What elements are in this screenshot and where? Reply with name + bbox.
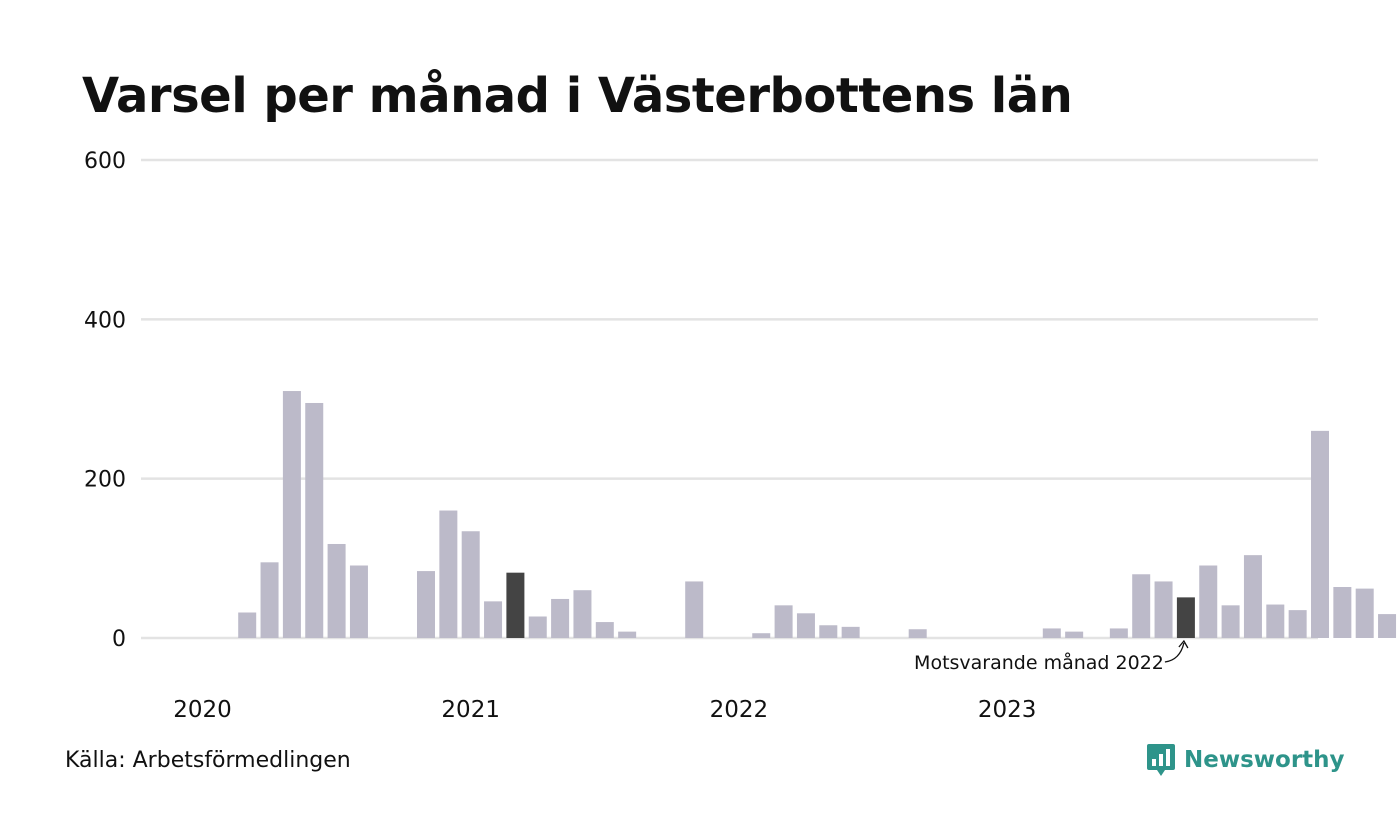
- bar: [1355, 588, 1374, 638]
- bar: [1333, 587, 1352, 638]
- bar: [752, 633, 771, 638]
- bar-chart-speech-bubble-icon: [1147, 744, 1175, 776]
- bar: [908, 629, 927, 638]
- bar: [417, 571, 435, 638]
- bar: [1199, 565, 1218, 638]
- bar: [1266, 604, 1285, 638]
- bar: [1243, 555, 1262, 638]
- bar: [439, 510, 458, 638]
- annotations: 41Motsvarande månad 2022: [914, 639, 1189, 674]
- bar: [796, 613, 815, 638]
- bar: [1042, 628, 1061, 638]
- bar: [1288, 610, 1307, 638]
- x-axis-year-labels: 2020 2021 2022 2023: [173, 697, 1036, 723]
- brand-name: Newsworthy: [1184, 747, 1345, 773]
- bar: [349, 565, 368, 638]
- bar: [528, 616, 547, 638]
- y-tick-label: 200: [84, 468, 126, 493]
- x-year-label: 2021: [441, 697, 500, 723]
- bar: [461, 531, 480, 638]
- x-year-label: 2023: [978, 697, 1037, 723]
- bar: [819, 625, 838, 638]
- bar: [506, 572, 525, 638]
- x-year-label: 2020: [173, 697, 232, 723]
- x-year-label: 2022: [710, 697, 769, 723]
- annotation-arrow: [1164, 642, 1185, 663]
- y-tick-label: 0: [112, 627, 126, 652]
- bar: [595, 622, 614, 638]
- source-note: Källa: Arbetsförmedlingen: [65, 748, 351, 773]
- bar: [1154, 581, 1173, 638]
- bar: [841, 626, 860, 638]
- bar: [1065, 631, 1084, 638]
- bar: [1132, 574, 1151, 638]
- bar: [260, 562, 279, 638]
- y-tick-label: 600: [84, 149, 126, 174]
- bar-series: [238, 391, 1397, 638]
- bar: [774, 605, 793, 638]
- chart-title: Varsel per månad i Västerbottens län: [82, 68, 1073, 124]
- y-tick-label: 400: [84, 308, 126, 333]
- bar: [573, 590, 592, 638]
- bar: [685, 581, 704, 638]
- bar: [305, 402, 324, 638]
- bar: [551, 598, 570, 638]
- y-axis-tick-labels: 0 200 400 600: [84, 149, 126, 652]
- bar: [1221, 605, 1240, 638]
- bar: [1176, 597, 1195, 638]
- bar: [618, 631, 637, 638]
- newsworthy-logo: Newsworthy: [1146, 742, 1345, 778]
- bar: [238, 612, 257, 638]
- bar: [1109, 628, 1128, 638]
- bar: [484, 601, 503, 638]
- bar: [282, 391, 301, 638]
- bar: [1378, 614, 1397, 638]
- annotation-label: Motsvarande månad 2022: [914, 651, 1164, 674]
- bar: [1311, 430, 1329, 638]
- bar: [327, 543, 346, 638]
- annotation-arrowhead: [1178, 639, 1189, 649]
